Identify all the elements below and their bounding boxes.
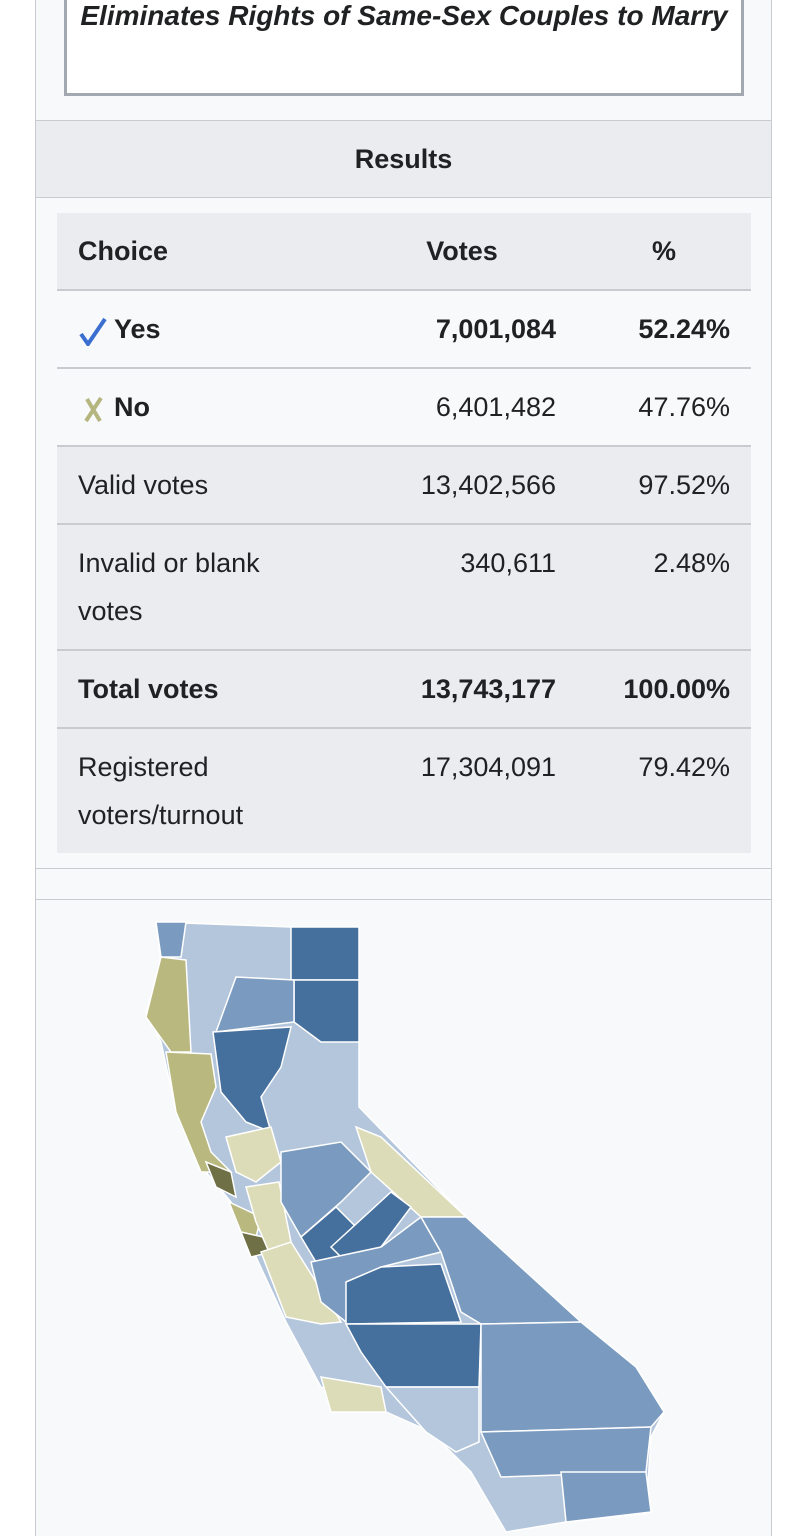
choice-cell: No (57, 368, 347, 446)
percent: 2.48% (653, 548, 730, 578)
percent: 47.76% (638, 392, 730, 422)
header-cell: Choice (78, 236, 169, 266)
votes: 6,401,482 (435, 392, 556, 422)
proposal-title: Eliminates Rights of Same-Sex Couples to… (64, 0, 744, 96)
row: Invalid or blank votes 340,611 2.48% (57, 524, 751, 650)
votes: 17,304,091 (420, 752, 556, 782)
votes: 340,611 (460, 548, 556, 578)
check-icon (79, 317, 107, 346)
row: Yes 7,001,084 52.24% (57, 290, 751, 368)
header-cell: Votes (426, 236, 498, 266)
label: Registered voters/turnout (78, 752, 244, 830)
row: Valid votes 13,402,566 97.52% (57, 446, 751, 524)
results-heading: Results (36, 120, 771, 198)
cross-icon (84, 396, 103, 422)
votes: 7,001,084 (435, 314, 556, 344)
map-section (36, 868, 771, 1537)
label: Total votes (78, 674, 219, 704)
votes: 13,402,566 (420, 470, 556, 500)
header-row: Choice Votes % (57, 213, 751, 290)
votes: 13,743,177 (420, 674, 556, 704)
county-map (36, 899, 771, 1533)
label: Valid votes (78, 470, 209, 500)
row: No 6,401,482 47.76% (57, 368, 751, 446)
row: Total votes 13,743,177 100.00% (57, 650, 751, 728)
choice: Yes (114, 314, 161, 344)
percent: 79.42% (638, 752, 730, 782)
percent: 100.00% (623, 674, 730, 704)
choice: No (114, 392, 150, 422)
percent: 52.24% (638, 314, 730, 344)
row: Registered voters/turnout 17,304,091 79.… (57, 728, 751, 853)
header-cell: % (651, 236, 676, 266)
results-table: Choice Votes % Yes 7,001,084 52.24% No 6… (57, 213, 751, 853)
percent: 97.52% (638, 470, 730, 500)
label: Invalid or blank votes (78, 548, 260, 626)
choice-cell: Yes (57, 290, 347, 368)
infobox: Eliminates Rights of Same-Sex Couples to… (35, 0, 772, 1536)
